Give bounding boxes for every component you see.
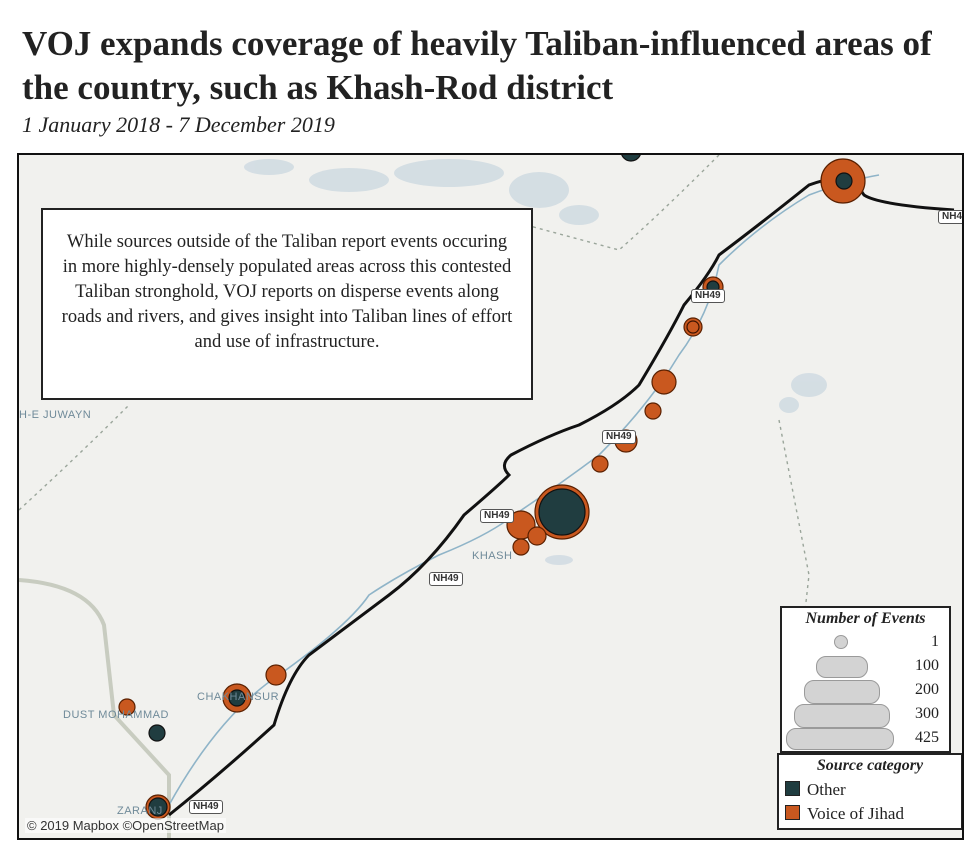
legend-swatch-other bbox=[785, 781, 800, 796]
map-attribution[interactable]: © 2019 Mapbox ©OpenStreetMap bbox=[25, 818, 226, 833]
legend-size-label: 100 bbox=[915, 657, 939, 674]
page-subtitle: 1 January 2018 - 7 December 2019 bbox=[22, 112, 335, 137]
legend-label-other: Other bbox=[807, 780, 846, 799]
place-label-khash: KHASH bbox=[472, 550, 513, 562]
secondary-road bbox=[19, 578, 171, 838]
event-voj bbox=[651, 369, 677, 395]
road-shield: NH49 bbox=[480, 509, 514, 523]
map-canvas[interactable]: H-E JUWAYN KHASH CHAKHANSUR DUST MOHAMMA… bbox=[17, 153, 964, 840]
event-other bbox=[148, 797, 168, 817]
event-voj bbox=[527, 526, 547, 546]
event-voj bbox=[644, 402, 662, 420]
event-other bbox=[835, 172, 853, 190]
legend-source-category: Source category Other Voice of Jihad bbox=[777, 753, 962, 830]
legend-item-other[interactable]: Other bbox=[785, 780, 846, 800]
road-shield: NH49 bbox=[429, 572, 463, 586]
event-other bbox=[228, 689, 246, 707]
road-shield: NH49 bbox=[602, 430, 636, 444]
page-title: VOJ expands coverage of heavily Taliban-… bbox=[22, 24, 932, 107]
legend-size-symbol bbox=[794, 704, 890, 728]
legend-number-of-events: Number of Events 1 100 200 300 425 bbox=[780, 606, 951, 753]
place-label-chakhansur: CHAKHANSUR bbox=[197, 691, 280, 703]
legend-item-voice-of-jihad[interactable]: Voice of Jihad bbox=[785, 804, 904, 824]
legend-label-voice-of-jihad: Voice of Jihad bbox=[807, 804, 904, 823]
place-label-dust-mohammad: DUST MOHAMMAD bbox=[63, 709, 169, 721]
legend-size-label: 1 bbox=[931, 633, 939, 650]
event-other bbox=[148, 724, 166, 742]
legend-size-symbol bbox=[804, 680, 880, 704]
place-label-juwayn: H-E JUWAYN bbox=[19, 409, 92, 421]
annotation-box: While sources outside of the Taliban rep… bbox=[41, 208, 533, 400]
road-shield: NH49 bbox=[938, 210, 962, 224]
legend-size-label: 200 bbox=[915, 681, 939, 698]
legend-size-label: 425 bbox=[915, 729, 939, 746]
event-voj bbox=[686, 320, 700, 334]
legend-category-title: Source category bbox=[816, 757, 924, 774]
road-shield: NH49 bbox=[691, 289, 725, 303]
legend-size-symbol bbox=[786, 728, 894, 750]
event-other bbox=[538, 488, 586, 536]
map-layers bbox=[19, 155, 955, 838]
legend-size-symbol bbox=[816, 656, 868, 678]
event-voj bbox=[265, 664, 287, 686]
highway-nh49 bbox=[168, 177, 955, 817]
road-shield: NH49 bbox=[189, 800, 223, 814]
legend-size-label: 300 bbox=[915, 705, 939, 722]
event-voj bbox=[512, 538, 530, 556]
place-label-zaranj: ZARANJ bbox=[117, 805, 163, 817]
event-voj bbox=[118, 698, 136, 716]
event-voj bbox=[591, 455, 609, 473]
district-boundaries bbox=[19, 155, 810, 756]
legend-swatch-voice-of-jihad bbox=[785, 805, 800, 820]
event-other bbox=[621, 155, 641, 162]
terrain-shading bbox=[244, 159, 827, 565]
legend-size-symbol bbox=[834, 635, 848, 649]
legend-size-title: Number of Events bbox=[805, 610, 926, 627]
